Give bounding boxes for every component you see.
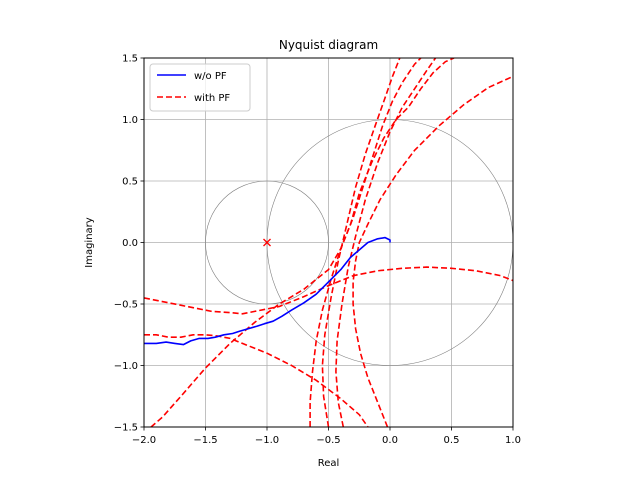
series-lines [144,58,513,427]
ticks: −2.0 −1.5 −1.0 −0.5 0.0 0.5 1.0−1.5−1.0−0.50.0… [114,54,521,447]
x-tick-label: 1.0 [505,435,521,446]
series-line [352,75,513,427]
y-tick-label: −0.5 [114,300,138,311]
chart-title: Nyquist diagram [279,38,378,52]
y-tick-label: 0.5 [122,177,138,188]
x-axis-label: Real [318,458,340,469]
x-tick-label: −2.0 [132,435,156,446]
y-axis-label: Imaginary [84,217,95,268]
y-tick-label: 1.0 [122,115,138,126]
x-tick-label: 0.0 [382,435,398,446]
series-line [144,334,369,427]
series-line [321,58,401,427]
y-tick-label: 0.0 [122,238,138,249]
x-tick-label: −0.5 [316,435,340,446]
legend-label-with-pf: with PF [194,93,230,104]
y-tick-label: −1.0 [114,361,138,372]
series-line [149,58,455,427]
series-line [144,236,391,346]
y-tick-label: 1.5 [122,54,138,65]
x-tick-label: −1.0 [255,435,279,446]
markers [263,238,271,247]
legend: w/o PF with PF [149,63,251,112]
series-line [335,58,437,427]
x-tick-label: 0.5 [444,435,460,446]
series-line [144,266,513,315]
x-tick-label: −1.5 [193,435,217,446]
y-tick-label: −1.5 [114,423,138,434]
reference-circle [205,180,329,305]
legend-label-wo-pf: w/o PF [194,71,227,82]
critical-point-marker [263,238,271,247]
series-line [309,58,422,427]
